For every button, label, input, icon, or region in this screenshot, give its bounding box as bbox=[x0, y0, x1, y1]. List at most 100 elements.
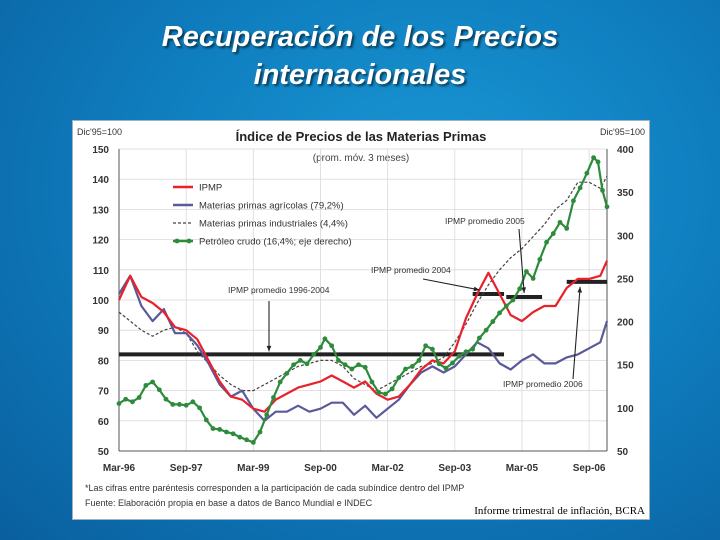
y-left-unit-label: Dic'95=100 bbox=[77, 127, 122, 137]
average-annotation-label: IPMP promedio 2004 bbox=[371, 265, 451, 275]
y-right-tick-label: 150 bbox=[617, 361, 634, 372]
series-point bbox=[591, 155, 596, 161]
y-left-tick-label: 120 bbox=[92, 236, 109, 247]
legend-marker bbox=[186, 238, 192, 244]
series-point bbox=[600, 188, 605, 193]
slide-title: Recuperación de los Precios internaciona… bbox=[0, 18, 720, 94]
y-right-tick-label: 50 bbox=[617, 447, 629, 458]
x-tick-label: Sep-06 bbox=[573, 463, 606, 474]
series-point bbox=[237, 434, 243, 440]
annotation-arrow bbox=[572, 286, 581, 380]
series-point bbox=[564, 225, 570, 231]
annotation-arrowhead bbox=[577, 286, 583, 293]
legend-label: IPMP bbox=[199, 183, 222, 194]
series-point bbox=[177, 402, 182, 407]
series-point bbox=[436, 361, 442, 367]
series-point bbox=[163, 396, 169, 402]
legend-label: Materias primas agrícolas (79,2%) bbox=[199, 201, 344, 212]
series-point bbox=[604, 204, 610, 210]
series-point bbox=[224, 429, 229, 435]
series-point bbox=[250, 439, 256, 445]
series-point bbox=[335, 358, 341, 363]
series-point bbox=[297, 358, 303, 363]
y-left-tick-label: 140 bbox=[92, 175, 109, 186]
chart-panel: Índice de Precios de las Materias Primas… bbox=[72, 120, 650, 520]
legend-marker bbox=[174, 238, 180, 244]
series-point bbox=[230, 431, 236, 437]
average-annotation-label: IPMP promedio 2006 bbox=[503, 379, 583, 389]
x-tick-label: Sep-03 bbox=[438, 463, 471, 474]
series-point bbox=[143, 383, 149, 388]
series-point bbox=[584, 170, 590, 176]
y-left-tick-label: 130 bbox=[92, 205, 109, 216]
series-point bbox=[429, 346, 435, 352]
chart-source: Fuente: Elaboración propia en base a dat… bbox=[85, 498, 373, 508]
series-point bbox=[264, 412, 270, 418]
average-annotation-label: IPMP promedio 2005 bbox=[445, 216, 525, 226]
x-tick-label: Sep-00 bbox=[304, 463, 337, 474]
series-point bbox=[329, 343, 335, 349]
series-point bbox=[497, 310, 502, 316]
y-right-unit-label: Dic'95=100 bbox=[600, 127, 645, 137]
series-point bbox=[322, 336, 328, 342]
series-point bbox=[537, 257, 543, 262]
series-point bbox=[369, 379, 375, 385]
annotation-arrowhead bbox=[521, 287, 527, 293]
series-point bbox=[123, 396, 129, 402]
series-point bbox=[342, 362, 348, 368]
series-point bbox=[318, 345, 323, 350]
y-left-tick-label: 80 bbox=[98, 356, 110, 367]
series-point bbox=[595, 159, 601, 165]
series-point bbox=[217, 427, 223, 432]
series-line-materias-primas-agricolas-79-2 bbox=[118, 274, 609, 422]
series-point bbox=[571, 198, 576, 204]
y-right-tick-label: 200 bbox=[617, 318, 634, 329]
y-left-tick-label: 60 bbox=[98, 417, 110, 428]
y-right-tick-label: 400 bbox=[617, 145, 634, 156]
y-left-tick-label: 110 bbox=[93, 266, 110, 277]
series-point bbox=[170, 402, 176, 407]
series-point bbox=[210, 426, 216, 431]
series-point bbox=[389, 386, 395, 392]
series-line-ipmp bbox=[118, 260, 609, 413]
series-point bbox=[524, 269, 529, 274]
series-point bbox=[382, 391, 388, 397]
annotation-arrowhead bbox=[266, 345, 272, 352]
series-point bbox=[423, 343, 429, 349]
series-point bbox=[409, 364, 415, 369]
average-annotation-label: IPMP promedio 1996-2004 bbox=[228, 285, 330, 295]
series-point bbox=[244, 437, 249, 443]
y-left-tick-label: 150 bbox=[92, 145, 109, 156]
series-point bbox=[490, 319, 496, 324]
x-tick-label: Mar-99 bbox=[237, 463, 270, 474]
series-point bbox=[443, 365, 449, 371]
y-left-tick-label: 50 bbox=[98, 447, 110, 458]
series-point bbox=[550, 231, 556, 236]
series-point bbox=[403, 366, 408, 372]
x-tick-label: Mar-05 bbox=[506, 463, 539, 474]
y-right-tick-label: 100 bbox=[617, 404, 634, 415]
y-left-tick-label: 90 bbox=[98, 326, 110, 337]
series-point bbox=[416, 358, 422, 363]
y-left-tick-label: 70 bbox=[98, 387, 110, 398]
annotation-arrow bbox=[422, 278, 480, 291]
slide-title-line1: Recuperación de los Precios bbox=[161, 21, 559, 53]
series-point bbox=[376, 389, 382, 395]
series-point bbox=[362, 364, 368, 370]
y-right-tick-label: 300 bbox=[617, 231, 634, 242]
series-point bbox=[311, 351, 317, 357]
series-point bbox=[477, 335, 482, 341]
series-point bbox=[510, 297, 516, 303]
y-right-tick-label: 350 bbox=[617, 188, 634, 199]
series-point bbox=[284, 370, 290, 376]
series-point bbox=[190, 399, 196, 405]
series-point bbox=[503, 303, 509, 309]
legend-label: Materias primas industriales (4,4%) bbox=[199, 219, 348, 230]
legend-label: Petróleo crudo (16,4%; eje derecho) bbox=[199, 237, 352, 248]
series-point bbox=[291, 362, 297, 368]
series-point bbox=[277, 379, 283, 385]
series-point bbox=[356, 362, 361, 368]
annotation-arrowhead bbox=[473, 286, 480, 292]
x-tick-label: Sep-97 bbox=[170, 463, 203, 474]
annotation-arrow bbox=[518, 228, 525, 294]
